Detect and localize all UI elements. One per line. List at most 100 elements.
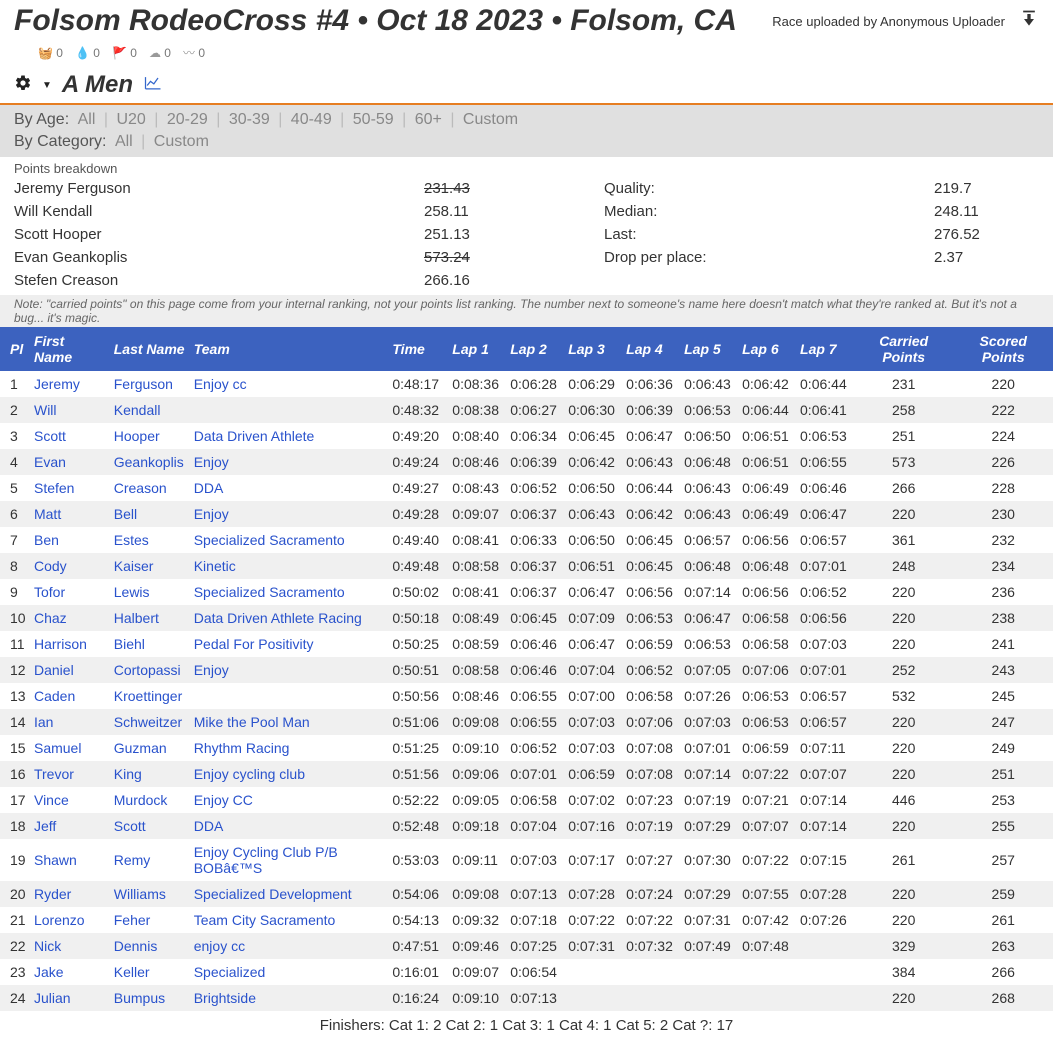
last-name-cell[interactable]: Geankoplis	[110, 449, 190, 475]
team-cell[interactable]: Specialized Development	[190, 881, 389, 907]
age-filter-40-49[interactable]: 40-49	[287, 111, 336, 128]
col-header[interactable]: Carried Points	[854, 327, 953, 371]
col-header[interactable]: Team	[190, 327, 389, 371]
team-cell[interactable]: Specialized Sacramento	[190, 579, 389, 605]
last-name-cell[interactable]: Ferguson	[110, 371, 190, 397]
last-name-cell[interactable]: Bumpus	[110, 985, 190, 1011]
last-name-cell[interactable]: Estes	[110, 527, 190, 553]
chart-icon[interactable]	[143, 74, 163, 97]
last-name-cell[interactable]: Williams	[110, 881, 190, 907]
team-cell[interactable]: Specialized	[190, 959, 389, 985]
last-name-cell[interactable]: Hooper	[110, 423, 190, 449]
team-cell[interactable]: Enjoy	[190, 657, 389, 683]
age-filter-custom[interactable]: Custom	[459, 111, 522, 128]
cat-filter-custom[interactable]: Custom	[150, 133, 213, 150]
team-cell[interactable]	[190, 397, 389, 423]
team-cell[interactable]: DDA	[190, 475, 389, 501]
first-name-cell[interactable]: Cody	[30, 553, 110, 579]
col-header[interactable]: Lap 1	[448, 327, 506, 371]
col-header[interactable]: Lap 3	[564, 327, 622, 371]
team-cell[interactable]: Brightside	[190, 985, 389, 1011]
team-cell[interactable]: Team City Sacramento	[190, 907, 389, 933]
col-header[interactable]: Lap 2	[506, 327, 564, 371]
team-cell[interactable]: DDA	[190, 813, 389, 839]
col-header[interactable]: First Name	[30, 327, 110, 371]
col-header[interactable]: Pl	[0, 327, 30, 371]
col-header[interactable]: Lap 4	[622, 327, 680, 371]
team-cell[interactable]: Pedal For Positivity	[190, 631, 389, 657]
team-cell[interactable]: Enjoy Cycling Club P/B BOBâ€™S	[190, 839, 389, 881]
first-name-cell[interactable]: Nick	[30, 933, 110, 959]
gear-icon[interactable]	[14, 74, 32, 97]
last-name-cell[interactable]: King	[110, 761, 190, 787]
first-name-cell[interactable]: Jeremy	[30, 371, 110, 397]
first-name-cell[interactable]: Stefen	[30, 475, 110, 501]
last-name-cell[interactable]: Cortopassi	[110, 657, 190, 683]
first-name-cell[interactable]: Jeff	[30, 813, 110, 839]
first-name-cell[interactable]: Ryder	[30, 881, 110, 907]
col-header[interactable]: Time	[388, 327, 448, 371]
team-cell[interactable]: Rhythm Racing	[190, 735, 389, 761]
last-name-cell[interactable]: Lewis	[110, 579, 190, 605]
first-name-cell[interactable]: Chaz	[30, 605, 110, 631]
team-cell[interactable]: Data Driven Athlete	[190, 423, 389, 449]
last-name-cell[interactable]: Bell	[110, 501, 190, 527]
first-name-cell[interactable]: Caden	[30, 683, 110, 709]
team-cell[interactable]: Data Driven Athlete Racing	[190, 605, 389, 631]
team-cell[interactable]: Enjoy	[190, 501, 389, 527]
team-cell[interactable]: Specialized Sacramento	[190, 527, 389, 553]
first-name-cell[interactable]: Lorenzo	[30, 907, 110, 933]
last-name-cell[interactable]: Kaiser	[110, 553, 190, 579]
team-cell[interactable]: Enjoy cc	[190, 371, 389, 397]
first-name-cell[interactable]: Harrison	[30, 631, 110, 657]
age-filter-u20[interactable]: U20	[112, 111, 149, 128]
first-name-cell[interactable]: Jake	[30, 959, 110, 985]
age-filter-60+[interactable]: 60+	[411, 111, 446, 128]
last-name-cell[interactable]: Schweitzer	[110, 709, 190, 735]
team-cell[interactable]: Enjoy CC	[190, 787, 389, 813]
last-name-cell[interactable]: Kroettinger	[110, 683, 190, 709]
team-cell[interactable]: Mike the Pool Man	[190, 709, 389, 735]
first-name-cell[interactable]: Ian	[30, 709, 110, 735]
first-name-cell[interactable]: Julian	[30, 985, 110, 1011]
last-name-cell[interactable]: Biehl	[110, 631, 190, 657]
last-name-cell[interactable]: Halbert	[110, 605, 190, 631]
col-header[interactable]: Lap 5	[680, 327, 738, 371]
team-cell[interactable]: Enjoy	[190, 449, 389, 475]
first-name-cell[interactable]: Trevor	[30, 761, 110, 787]
last-name-cell[interactable]: Murdock	[110, 787, 190, 813]
team-cell[interactable]: Kinetic	[190, 553, 389, 579]
last-name-cell[interactable]: Scott	[110, 813, 190, 839]
col-header[interactable]: Lap 6	[738, 327, 796, 371]
dropdown-caret-icon[interactable]: ▼	[42, 80, 52, 91]
first-name-cell[interactable]: Evan	[30, 449, 110, 475]
team-cell[interactable]: Enjoy cycling club	[190, 761, 389, 787]
last-name-cell[interactable]: Remy	[110, 839, 190, 881]
team-cell[interactable]: enjoy cc	[190, 933, 389, 959]
last-name-cell[interactable]: Keller	[110, 959, 190, 985]
last-name-cell[interactable]: Guzman	[110, 735, 190, 761]
first-name-cell[interactable]: Tofor	[30, 579, 110, 605]
cat-filter-all[interactable]: All	[111, 133, 137, 150]
col-header[interactable]: Scored Points	[953, 327, 1053, 371]
col-header[interactable]: Lap 7	[796, 327, 854, 371]
col-header[interactable]: Last Name	[110, 327, 190, 371]
first-name-cell[interactable]: Daniel	[30, 657, 110, 683]
last-name-cell[interactable]: Kendall	[110, 397, 190, 423]
age-filter-all[interactable]: All	[74, 111, 100, 128]
first-name-cell[interactable]: Samuel	[30, 735, 110, 761]
last-name-cell[interactable]: Creason	[110, 475, 190, 501]
first-name-cell[interactable]: Will	[30, 397, 110, 423]
team-cell[interactable]	[190, 683, 389, 709]
age-filter-50-59[interactable]: 50-59	[349, 111, 398, 128]
first-name-cell[interactable]: Scott	[30, 423, 110, 449]
last-name-cell[interactable]: Feher	[110, 907, 190, 933]
age-filter-20-29[interactable]: 20-29	[163, 111, 212, 128]
download-icon[interactable]	[1019, 9, 1039, 34]
last-name-cell[interactable]: Dennis	[110, 933, 190, 959]
first-name-cell[interactable]: Matt	[30, 501, 110, 527]
first-name-cell[interactable]: Ben	[30, 527, 110, 553]
first-name-cell[interactable]: Vince	[30, 787, 110, 813]
first-name-cell[interactable]: Shawn	[30, 839, 110, 881]
age-filter-30-39[interactable]: 30-39	[225, 111, 274, 128]
